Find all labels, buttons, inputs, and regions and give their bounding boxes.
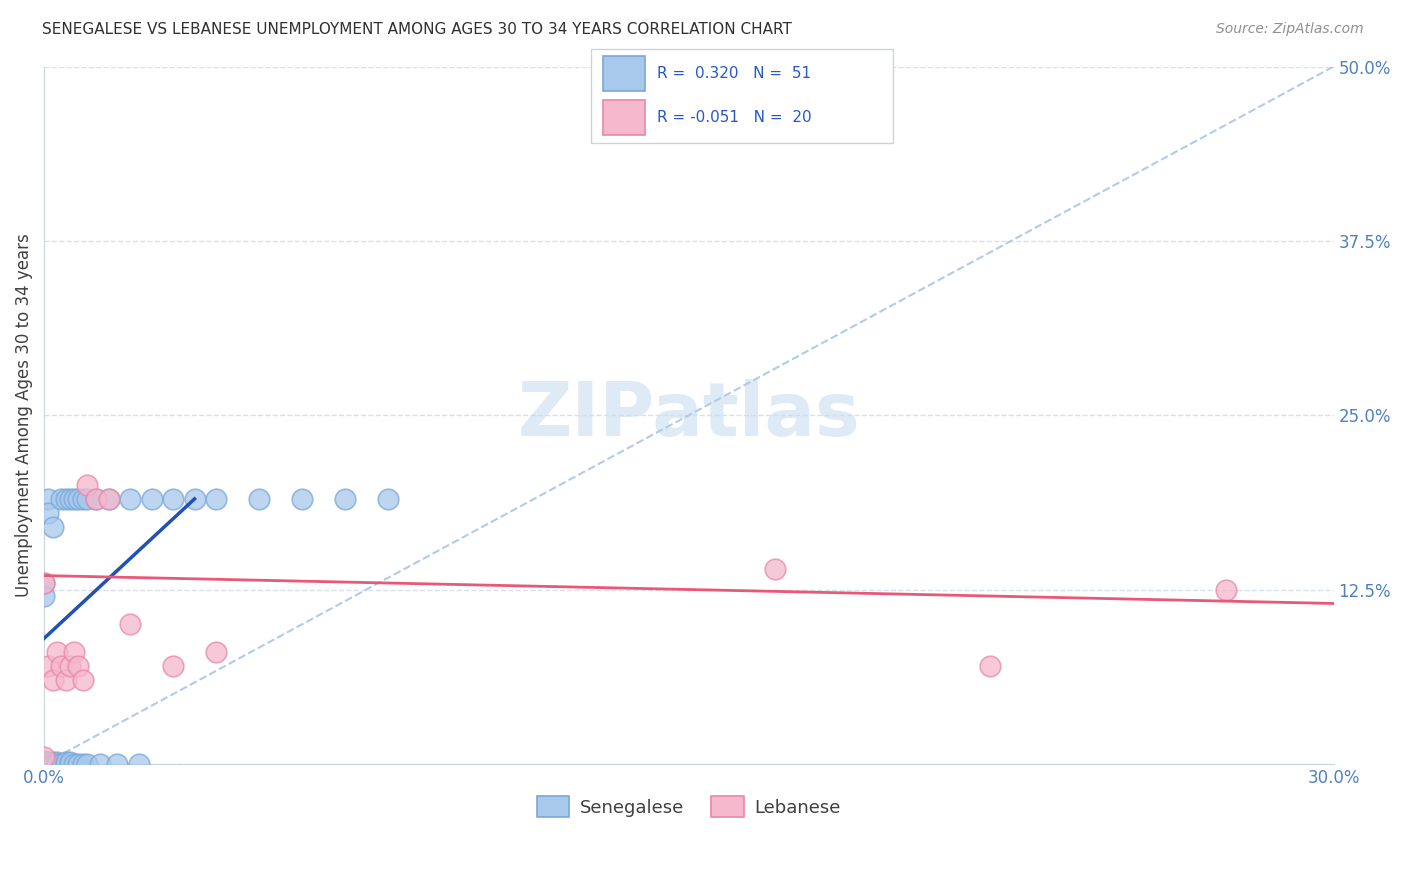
Point bbox=[377, 491, 399, 506]
Point bbox=[76, 756, 98, 771]
Point bbox=[291, 491, 314, 506]
Point bbox=[97, 491, 120, 506]
Point bbox=[247, 491, 270, 506]
Point bbox=[37, 756, 59, 770]
Text: R = -0.051   N =  20: R = -0.051 N = 20 bbox=[657, 110, 811, 125]
Point bbox=[46, 756, 69, 771]
Point bbox=[120, 491, 142, 506]
Point bbox=[41, 756, 63, 771]
Point bbox=[333, 491, 356, 506]
Point bbox=[63, 756, 86, 771]
Point bbox=[120, 617, 142, 632]
Text: R =  0.320   N =  51: R = 0.320 N = 51 bbox=[657, 66, 811, 81]
Point bbox=[59, 659, 82, 673]
Point bbox=[32, 756, 55, 771]
Point bbox=[55, 756, 77, 770]
Point bbox=[55, 491, 77, 506]
Text: SENEGALESE VS LEBANESE UNEMPLOYMENT AMONG AGES 30 TO 34 YEARS CORRELATION CHART: SENEGALESE VS LEBANESE UNEMPLOYMENT AMON… bbox=[42, 22, 792, 37]
Text: ZIPatlas: ZIPatlas bbox=[517, 379, 860, 451]
Point bbox=[763, 561, 786, 575]
Point bbox=[32, 575, 55, 590]
Text: Source: ZipAtlas.com: Source: ZipAtlas.com bbox=[1216, 22, 1364, 37]
Point bbox=[55, 673, 77, 688]
Point bbox=[55, 756, 77, 771]
Point bbox=[67, 756, 90, 771]
Point bbox=[41, 756, 63, 771]
Point bbox=[1215, 582, 1237, 597]
Point bbox=[32, 756, 55, 771]
Point bbox=[84, 491, 107, 506]
Point bbox=[67, 491, 90, 506]
Point bbox=[51, 659, 73, 673]
Point bbox=[37, 756, 59, 771]
Point bbox=[37, 491, 59, 506]
Point bbox=[32, 749, 55, 764]
Point bbox=[162, 659, 184, 673]
Point bbox=[32, 754, 55, 768]
Point bbox=[46, 756, 69, 770]
Point bbox=[32, 590, 55, 604]
Point bbox=[979, 659, 1001, 673]
Point bbox=[32, 756, 55, 770]
Point bbox=[162, 491, 184, 506]
Point bbox=[72, 491, 94, 506]
Point bbox=[41, 673, 63, 688]
Point bbox=[37, 756, 59, 770]
Point bbox=[41, 756, 63, 770]
Point bbox=[32, 756, 55, 770]
Point bbox=[76, 491, 98, 506]
Point bbox=[37, 506, 59, 520]
Point bbox=[46, 645, 69, 659]
Point bbox=[37, 659, 59, 673]
Point bbox=[97, 491, 120, 506]
Point bbox=[59, 491, 82, 506]
Point bbox=[89, 756, 111, 771]
Point bbox=[63, 645, 86, 659]
Point bbox=[63, 491, 86, 506]
Point bbox=[51, 491, 73, 506]
Y-axis label: Unemployment Among Ages 30 to 34 years: Unemployment Among Ages 30 to 34 years bbox=[15, 234, 32, 597]
Point bbox=[32, 575, 55, 590]
Point bbox=[72, 673, 94, 688]
Point bbox=[105, 756, 128, 771]
Point bbox=[41, 520, 63, 534]
Point bbox=[84, 491, 107, 506]
Point bbox=[141, 491, 163, 506]
Bar bbox=[603, 55, 645, 91]
Point bbox=[76, 478, 98, 492]
Point bbox=[51, 756, 73, 771]
Point bbox=[32, 756, 55, 771]
Point bbox=[128, 756, 150, 771]
Point bbox=[183, 491, 205, 506]
Point bbox=[37, 756, 59, 771]
Point bbox=[205, 491, 228, 506]
Bar bbox=[603, 100, 645, 136]
Point bbox=[59, 756, 82, 770]
Point bbox=[205, 645, 228, 659]
Point bbox=[46, 756, 69, 771]
Point bbox=[59, 756, 82, 771]
Point bbox=[72, 756, 94, 771]
Point bbox=[67, 659, 90, 673]
Legend: Senegalese, Lebanese: Senegalese, Lebanese bbox=[530, 789, 848, 824]
